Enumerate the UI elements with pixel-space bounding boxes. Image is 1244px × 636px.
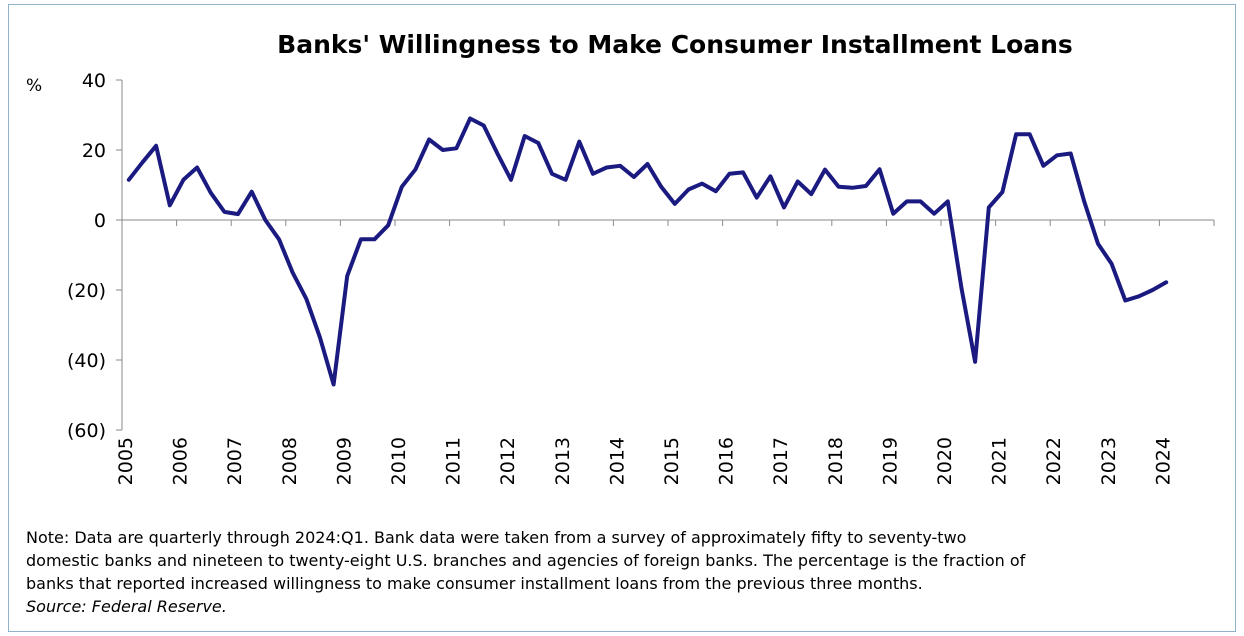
x-tick-label: 2016 [716, 437, 738, 485]
x-tick-label: 2008 [279, 437, 301, 485]
x-tick-label: 2018 [825, 437, 847, 485]
y-tick-label: (20) [67, 280, 106, 302]
y-axis-unit-label: % [26, 76, 43, 96]
note-line-1: Note: Data are quarterly through 2024:Q1… [26, 528, 967, 547]
x-tick-label: 2010 [388, 437, 410, 485]
y-tick-label: 0 [94, 210, 106, 232]
x-tick-label: 2022 [1043, 437, 1065, 485]
x-tick-label: 2015 [661, 437, 683, 485]
source-line: Source: Federal Reserve. [26, 597, 227, 616]
x-tick-label: 2020 [934, 437, 956, 485]
y-tick-label: 20 [82, 140, 106, 162]
y-tick-label: (60) [67, 420, 106, 442]
x-tick-label: 2013 [552, 437, 574, 485]
note-line-3: banks that reported increased willingnes… [26, 574, 923, 593]
x-tick-label: 2019 [879, 437, 901, 485]
x-tick-label: 2012 [497, 437, 519, 485]
x-tick-label: 2006 [170, 437, 192, 485]
x-tick-label: 2014 [606, 437, 628, 485]
y-tick-label: 40 [82, 70, 106, 92]
x-tick-label: 2021 [989, 437, 1011, 485]
chart-note: Note: Data are quarterly through 2024:Q1… [26, 526, 1226, 618]
x-tick-label: 2017 [770, 437, 792, 485]
x-tick-label: 2011 [443, 437, 465, 485]
x-tick-label: 2023 [1098, 437, 1120, 485]
x-tick-label: 2005 [115, 437, 137, 485]
chart-frame [8, 4, 1236, 632]
note-line-2: domestic banks and nineteen to twenty-ei… [26, 551, 1026, 570]
x-tick-label: 2024 [1152, 437, 1174, 485]
y-tick-label: (40) [67, 350, 106, 372]
series-line [126, 116, 1169, 387]
x-tick-label: 2007 [224, 437, 246, 485]
chart-title: Banks' Willingness to Make Consumer Inst… [277, 30, 1073, 59]
line-chart: 40 20 0 (20) (40) (60) 2005 2006 2007 2008 2009 201… [67, 70, 1215, 485]
x-tick-label: 2009 [333, 437, 355, 485]
